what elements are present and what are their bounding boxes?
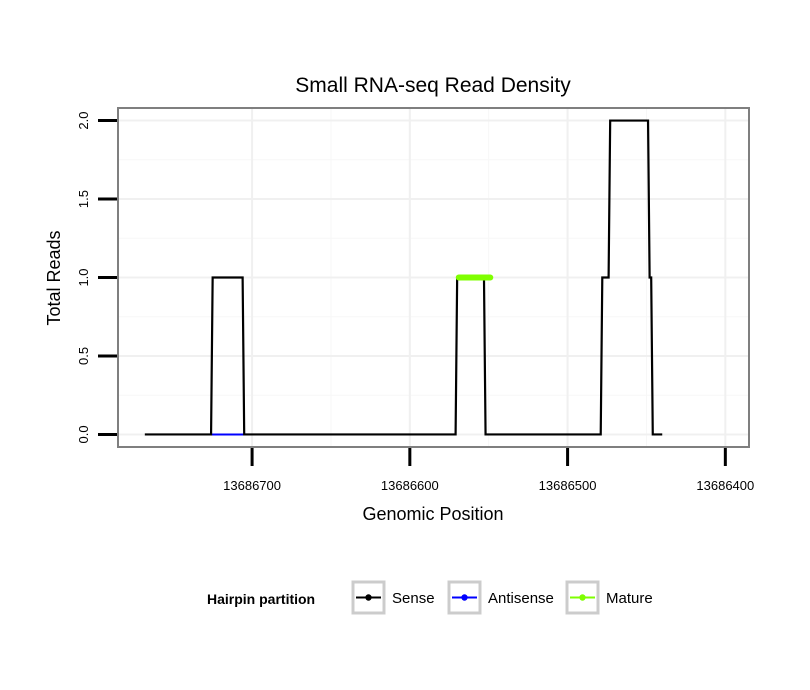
x-tick-label: 13686600 xyxy=(381,478,439,493)
legend-label-sense: Sense xyxy=(392,590,435,607)
x-axis: 13686700 13686600 13686500 13686400 xyxy=(223,448,754,493)
y-tick-label: 0.5 xyxy=(76,347,91,365)
plot-panel-border xyxy=(117,107,750,448)
y-axis-label: Total Reads xyxy=(44,230,64,325)
legend-label-mature: Mature xyxy=(606,590,653,607)
legend-point-mature xyxy=(579,594,586,601)
y-axis: 0.0 0.5 1.0 1.5 2.0 xyxy=(76,112,117,443)
y-tick-label: 1.5 xyxy=(76,190,91,208)
x-tick-label: 13686400 xyxy=(696,478,754,493)
legend: Hairpin partition Sense Antisense Mature xyxy=(207,580,653,615)
legend-point-antisense xyxy=(461,594,468,601)
data-series xyxy=(144,119,663,436)
y-tick-label: 0.0 xyxy=(76,425,91,443)
x-tick-label: 13686700 xyxy=(223,478,281,493)
series-line-sense xyxy=(144,119,663,436)
legend-item-mature: Mature xyxy=(565,580,653,615)
legend-point-sense xyxy=(365,594,372,601)
legend-item-antisense: Antisense xyxy=(447,580,554,615)
x-axis-label: Genomic Position xyxy=(362,504,503,524)
chart-title: Small RNA-seq Read Density xyxy=(295,74,571,97)
legend-title: Hairpin partition xyxy=(207,591,315,607)
y-tick-label: 1.0 xyxy=(76,268,91,286)
x-tick-label: 13686500 xyxy=(539,478,597,493)
grid-lines xyxy=(118,108,749,447)
legend-label-antisense: Antisense xyxy=(488,590,554,607)
y-tick-label: 2.0 xyxy=(76,112,91,130)
legend-item-sense: Sense xyxy=(351,580,435,615)
